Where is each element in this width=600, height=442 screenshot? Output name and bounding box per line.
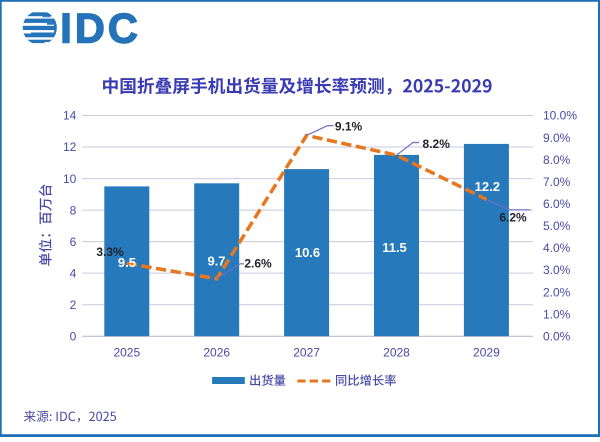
svg-text:6: 6 (70, 235, 77, 249)
svg-text:2027: 2027 (293, 346, 320, 360)
svg-text:14: 14 (63, 109, 77, 123)
svg-text:5.0%: 5.0% (543, 219, 571, 233)
svg-text:3.0%: 3.0% (543, 263, 571, 277)
svg-text:2028: 2028 (383, 346, 410, 360)
svg-text:10.0%: 10.0% (543, 109, 577, 123)
svg-text:1.0%: 1.0% (543, 307, 571, 321)
svg-text:9.7: 9.7 (207, 253, 225, 268)
svg-text:2: 2 (70, 298, 77, 312)
svg-text:2025: 2025 (113, 346, 140, 360)
svg-text:12: 12 (63, 140, 77, 154)
svg-text:6.2%: 6.2% (499, 211, 527, 225)
svg-text:2.6%: 2.6% (244, 257, 272, 271)
svg-text:10.6: 10.6 (295, 245, 320, 260)
svg-text:10: 10 (63, 172, 77, 186)
svg-text:8.2%: 8.2% (423, 137, 451, 151)
svg-text:9.1%: 9.1% (335, 119, 363, 133)
svg-text:8: 8 (70, 203, 77, 217)
svg-text:8.0%: 8.0% (543, 153, 571, 167)
svg-text:2029: 2029 (473, 346, 500, 360)
svg-text:IDC: IDC (60, 4, 141, 51)
svg-text:9.0%: 9.0% (543, 131, 571, 145)
svg-text:9.5: 9.5 (118, 255, 136, 270)
svg-text:2.0%: 2.0% (543, 285, 571, 299)
svg-text:4: 4 (70, 266, 77, 280)
svg-text:0.0%: 0.0% (543, 329, 571, 343)
svg-text:11.5: 11.5 (382, 240, 407, 255)
svg-text:6.0%: 6.0% (543, 197, 571, 211)
svg-text:7.0%: 7.0% (543, 175, 571, 189)
svg-text:0: 0 (70, 329, 77, 343)
svg-text:12.2: 12.2 (475, 179, 500, 194)
svg-text:4.0%: 4.0% (543, 241, 571, 255)
svg-text:2026: 2026 (203, 346, 230, 360)
svg-text:3.3%: 3.3% (96, 245, 124, 259)
